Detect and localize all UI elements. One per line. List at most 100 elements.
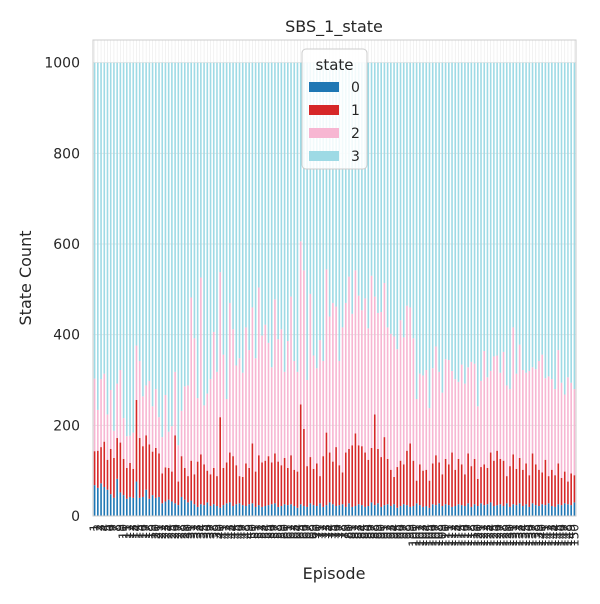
bar-segment-state-0 [126, 498, 128, 516]
bar-segment-state-0 [415, 503, 418, 516]
bar-segment-state-1 [528, 475, 531, 507]
x-tick-label: 44 [226, 524, 240, 539]
bar-segment-state-3 [97, 62, 99, 410]
x-tick-label: 72 [316, 524, 330, 539]
x-tick-label: 17 [139, 524, 153, 539]
bar-segment-state-0 [573, 502, 576, 516]
x-tick-label: 108 [432, 524, 446, 547]
bar-segment-state-3 [557, 62, 560, 351]
bar-segment-state-0 [525, 504, 527, 516]
bar-segment-state-2 [422, 375, 424, 471]
bar-segment-state-3 [534, 62, 537, 370]
bar-segment-state-1 [460, 464, 463, 506]
x-tick-label: 55 [261, 524, 275, 539]
bar-segment-state-1 [299, 404, 302, 505]
bar-segment-state-2 [93, 378, 96, 452]
bar-segment-state-3 [341, 62, 344, 328]
bar-segment-state-2 [109, 389, 112, 449]
bar-segment-state-3 [386, 62, 389, 328]
bar-segment-state-0 [113, 497, 115, 516]
bar-segment-state-2 [200, 277, 202, 455]
bar-segment-state-1 [505, 476, 508, 504]
bar-segment-state-2 [534, 369, 537, 465]
bar-segment-state-0 [309, 503, 312, 516]
x-tick-label: 23 [158, 524, 172, 539]
bar-segment-state-3 [541, 62, 543, 355]
bar-segment-state-0 [489, 502, 492, 516]
x-tick-label: 60 [278, 524, 292, 539]
bar-segment-state-1 [335, 447, 337, 507]
bar-segment-state-2 [380, 312, 382, 458]
bar-segment-state-1 [354, 433, 357, 507]
bar-segment-state-1 [212, 467, 215, 505]
bar-segment-state-0 [373, 505, 376, 516]
x-tick-label: 83 [352, 524, 366, 539]
bar-segment-state-1 [129, 462, 131, 497]
x-tick-label: 29 [178, 524, 192, 539]
bar-segment-state-2 [132, 432, 135, 469]
bar-segment-state-3 [567, 62, 569, 378]
bar-segment-state-0 [538, 506, 540, 516]
bar-segment-state-1 [135, 399, 138, 482]
x-tick-label: 101 [410, 524, 424, 547]
bar-segment-state-1 [419, 464, 421, 506]
x-tick-label: 82 [348, 524, 362, 539]
bar-segment-state-3 [200, 62, 202, 278]
bar-segment-state-0 [383, 505, 386, 516]
bar-segment-state-3 [344, 62, 347, 303]
bar-segment-state-2 [464, 383, 466, 475]
bar-segment-state-1 [196, 461, 199, 507]
bar-segment-state-3 [306, 62, 308, 381]
x-tick-label: 81 [345, 524, 359, 539]
bar-segment-state-2 [483, 350, 486, 465]
bar-segment-state-1 [473, 458, 476, 505]
bar-segment-state-3 [402, 62, 405, 338]
bar-segment-state-2 [435, 346, 437, 456]
bar-segment-state-1 [454, 469, 457, 507]
bar-segment-state-3 [457, 62, 460, 382]
x-tick-label: 140 [535, 524, 549, 547]
x-tick-label: 9 [113, 524, 127, 532]
bar-segment-state-0 [496, 505, 498, 516]
bar-segment-state-2 [518, 344, 521, 458]
bar-segment-state-0 [486, 504, 489, 516]
bar-segment-state-2 [367, 328, 370, 460]
bar-segment-state-1 [225, 462, 228, 504]
x-tick-label: 8 [110, 524, 124, 532]
bar-segment-state-0 [393, 504, 395, 516]
bar-segment-state-0 [132, 497, 135, 516]
bar-segment-state-1 [428, 480, 431, 508]
x-tick-label: 50 [245, 524, 259, 539]
x-tick-label: 2 [91, 524, 105, 532]
bar-segment-state-1 [309, 457, 312, 504]
bar-segment-state-2 [396, 349, 399, 468]
x-tick-label: 100 [406, 524, 420, 547]
bar-segment-state-1 [106, 459, 109, 490]
bar-segment-state-1 [451, 452, 453, 507]
bar-segment-state-3 [122, 62, 125, 419]
x-tick-label: 135 [519, 524, 533, 547]
bar-segment-state-3 [464, 62, 466, 384]
bar-segment-state-2 [415, 399, 418, 481]
bar-segment-state-0 [180, 496, 183, 516]
bar-segment-state-0 [419, 505, 421, 516]
bar-segment-state-1 [502, 460, 505, 507]
x-tick-label: 10 [117, 524, 131, 539]
bar-segment-state-3 [373, 62, 376, 297]
bar-segment-state-3 [393, 62, 395, 337]
bar-segment-state-2 [370, 275, 373, 448]
bar-segment-state-1 [180, 456, 183, 497]
bar-segment-state-0 [428, 507, 431, 516]
bar-segment-state-1 [232, 456, 234, 507]
bar-segment-state-0 [522, 506, 524, 516]
bar-segment-state-1 [283, 457, 286, 505]
bar-segment-state-2 [116, 383, 118, 439]
bar-segment-state-3 [235, 62, 238, 366]
x-tick-label: 137 [526, 524, 540, 547]
bar-segment-state-1 [448, 464, 450, 506]
x-tick-label: 103 [416, 524, 430, 547]
bar-segment-state-0 [390, 506, 392, 516]
x-tick-label: 105 [422, 524, 436, 547]
bar-segment-state-3 [245, 62, 247, 328]
